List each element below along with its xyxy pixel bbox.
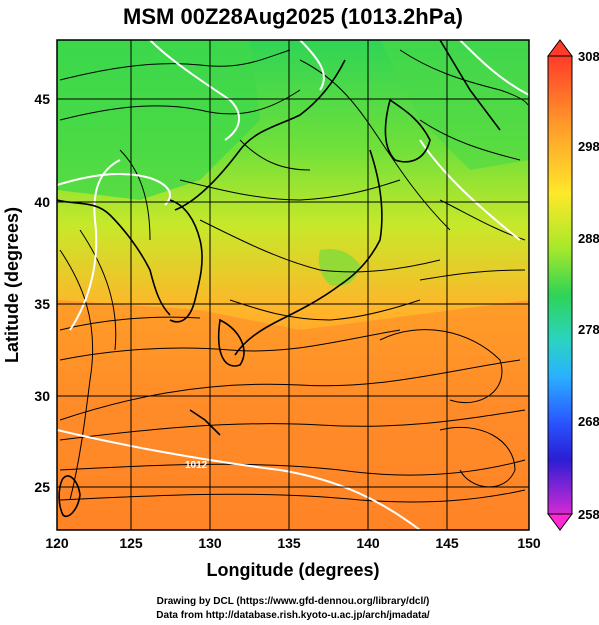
streamline [59,249,94,501]
x-tick-label: 150 [517,535,541,551]
credit-line-1: Drawing by DCL (https://www.gfd-dennou.o… [157,596,430,607]
figure-title: MSM 00Z28Aug2025 (1013.2hPa) [123,4,463,29]
streamline [419,119,521,161]
streamline [59,49,291,81]
coastline-kuril [439,40,501,131]
streamline [59,409,526,441]
streamline [119,149,151,241]
x-tick-label: 145 [435,535,459,551]
colorbar-tick-label: 278 [578,322,599,337]
streamline [59,489,526,503]
coastline-ryukyu [189,409,221,436]
coastline-russia [174,59,346,211]
y-axis-label: Latitude (degrees) [2,207,22,363]
streamline [399,49,529,106]
y-tick-label: 35 [34,296,50,312]
colorbar-max-arrow [547,39,573,57]
streamline [419,269,526,281]
x-axis-label: Longitude (degrees) [206,560,379,580]
x-tick-label: 135 [277,535,301,551]
coastline-taiwan [58,475,81,517]
x-tick-label: 120 [45,535,69,551]
colorbar-tick-label: 298 [578,139,599,154]
map-plot-area: 1012 [57,40,529,530]
colorbar-tick-label: 308 [578,49,599,64]
cool-region-north-east [380,40,529,170]
y-tick-label: 45 [34,91,50,107]
y-tick-label: 30 [34,388,50,404]
warm-region [57,300,529,530]
streamline [79,229,117,351]
coastline-china [57,199,171,316]
y-tick-label: 40 [34,194,50,210]
x-tick-label: 125 [119,535,143,551]
y-axis: 25 30 35 40 45 Latitude (degrees) [2,91,50,495]
colorbar-min-arrow [547,513,573,531]
streamline [59,359,521,421]
colorbar-tick-label: 268 [578,414,599,429]
y-tick-label: 25 [34,479,50,495]
streamlines [59,49,529,503]
streamline [299,59,451,231]
colorbar: 308 298 288 278 268 258 [547,39,599,531]
streamline [179,179,401,201]
coastlines [57,40,501,517]
streamline [229,299,421,321]
streamline [439,426,516,488]
colorbar-tick-label: 258 [578,507,599,522]
isobar [69,159,121,331]
isobar-label: 1012 [185,460,208,471]
streamline [379,329,503,404]
coastline-hokkaido [384,98,431,163]
coastline-japan [234,149,383,356]
streamline [59,329,401,361]
streamline [59,89,301,121]
colorbar-scale [547,55,573,515]
streamline [239,139,311,171]
plot-frame [56,39,530,531]
cool-region [57,40,260,200]
credit-line-2: Data from http://database.rish.kyoto-u.a… [156,610,430,621]
x-tick-label: 130 [198,535,222,551]
isobar [57,429,421,530]
isobar [419,139,521,241]
colorbar-tick-label: 288 [578,231,599,246]
isobar [299,40,325,91]
streamline [199,219,441,273]
isobar [57,173,171,206]
map-grid [57,40,529,530]
isobar [459,40,529,96]
streamline [59,316,201,331]
isobar [149,40,240,141]
x-tick-label: 140 [356,535,380,551]
x-axis: 120 125 130 135 140 145 150 Longitude (d… [45,535,541,580]
mountain-cool-patch [318,249,360,286]
streamline [59,459,526,476]
coastline-korea [169,199,203,323]
coastline-kyushu [217,318,245,367]
isobars [57,40,529,530]
